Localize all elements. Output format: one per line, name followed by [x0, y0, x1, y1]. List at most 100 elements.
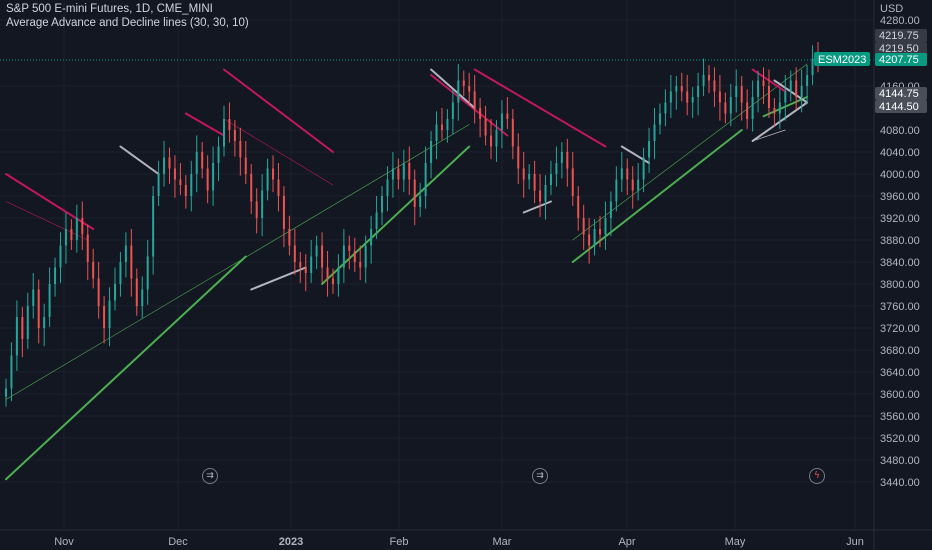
time-tick-label: May: [725, 536, 746, 548]
indicator-label[interactable]: Average Advance and Decline lines (30, 3…: [6, 17, 249, 29]
price-tick-label: 4000.00: [880, 169, 920, 181]
candle-body: [315, 245, 318, 257]
candle-body: [691, 97, 694, 103]
price-tick-label: 3640.00: [880, 367, 920, 379]
candle-body: [446, 119, 449, 130]
indicator-line: [430, 68, 476, 109]
candle-body: [468, 86, 471, 92]
candle-body: [746, 102, 749, 119]
candle-body: [15, 317, 18, 356]
candle-body: [135, 278, 138, 306]
candle-body: [195, 152, 198, 174]
candle-body: [228, 119, 231, 130]
candle-body: [582, 218, 585, 235]
candle-body: [146, 256, 149, 290]
candle-body: [81, 218, 84, 235]
candle-body: [599, 229, 602, 235]
candle-body: [266, 168, 269, 191]
candle-body: [675, 86, 678, 92]
candle-body: [457, 80, 460, 103]
candle-body: [729, 97, 732, 114]
candle-body: [767, 86, 770, 108]
candle-body: [533, 174, 536, 191]
candle-body: [473, 91, 476, 108]
candle-body: [244, 157, 247, 174]
last-tag-bg: [875, 53, 927, 66]
candle-body: [593, 229, 596, 246]
indicator-line: [5, 201, 89, 241]
currency-label: USD: [880, 3, 903, 15]
candle-body: [528, 174, 531, 180]
candle-body: [337, 267, 340, 284]
price-tick-label: 3480.00: [880, 455, 920, 467]
candle-body: [615, 179, 618, 202]
candle-body: [130, 245, 133, 279]
candle-body: [113, 284, 116, 301]
candle-body: [43, 317, 46, 328]
indicator-line: [119, 145, 160, 175]
candle-body: [364, 245, 367, 268]
candle-body: [762, 80, 765, 86]
candle-body: [430, 141, 433, 163]
candle-body: [435, 124, 438, 141]
candle-body: [75, 218, 78, 240]
candle-body: [152, 196, 155, 257]
chart-title[interactable]: S&P 500 E-mini Futures, 1D, CME_MINI: [6, 3, 213, 15]
indicator-line: [473, 68, 607, 148]
candle-body: [664, 102, 667, 114]
indicator-line: [752, 129, 786, 142]
candle-body: [233, 130, 236, 141]
mid-price-tag: 4219.50: [879, 43, 919, 55]
indicator-line: [571, 129, 743, 263]
candle-body: [544, 185, 547, 202]
candle-body: [48, 284, 51, 317]
candle-body: [119, 262, 122, 284]
candle-body: [168, 157, 171, 169]
candle-body: [32, 289, 35, 306]
indicator-line: [5, 255, 247, 481]
candle-body: [413, 179, 416, 207]
candle-body: [609, 201, 612, 218]
candle-body: [190, 174, 193, 196]
price-axis: 4280.004160.004080.004040.004000.003960.…: [880, 15, 920, 489]
candle-body: [555, 163, 558, 174]
candle-body: [440, 124, 443, 130]
candle-body: [326, 267, 329, 279]
candle-body: [163, 157, 166, 174]
candle-body: [359, 262, 362, 268]
candle-body: [648, 141, 651, 158]
candle-body: [179, 179, 182, 185]
candle-body: [288, 229, 291, 246]
price-tick-label: 4280.00: [880, 15, 920, 27]
price-tick-label: 3840.00: [880, 257, 920, 269]
candle-body: [669, 91, 672, 103]
time-tick-label: Mar: [493, 536, 512, 548]
price-tick-label: 3960.00: [880, 191, 920, 203]
candle-body: [653, 124, 656, 141]
candle-body: [724, 102, 727, 114]
candle-body: [517, 146, 520, 169]
split-arrows-icon[interactable]: ⇉: [202, 468, 218, 484]
candle-body: [718, 91, 721, 103]
candle-body: [658, 113, 661, 125]
candle-body: [697, 86, 700, 97]
split-arrows-icon[interactable]: ⇉: [532, 468, 548, 484]
candle-body: [5, 388, 7, 397]
candle-body: [375, 212, 378, 229]
candle-body: [806, 75, 809, 86]
candle-body: [282, 196, 285, 229]
indicator-line: [321, 145, 471, 285]
candle-body: [402, 163, 405, 180]
indicator-line: [620, 145, 651, 164]
candle-body: [97, 278, 100, 306]
candle-body: [549, 174, 552, 185]
lightning-icon[interactable]: ϟ: [809, 468, 825, 484]
price-tick-label: 4080.00: [880, 125, 920, 137]
price-tick-label: 3720.00: [880, 323, 920, 335]
candle-body: [21, 317, 24, 339]
price-tick-label: 3920.00: [880, 213, 920, 225]
candle-body: [490, 135, 493, 147]
last-price-tag: 4207.75: [879, 54, 919, 66]
candle-body: [10, 355, 13, 389]
